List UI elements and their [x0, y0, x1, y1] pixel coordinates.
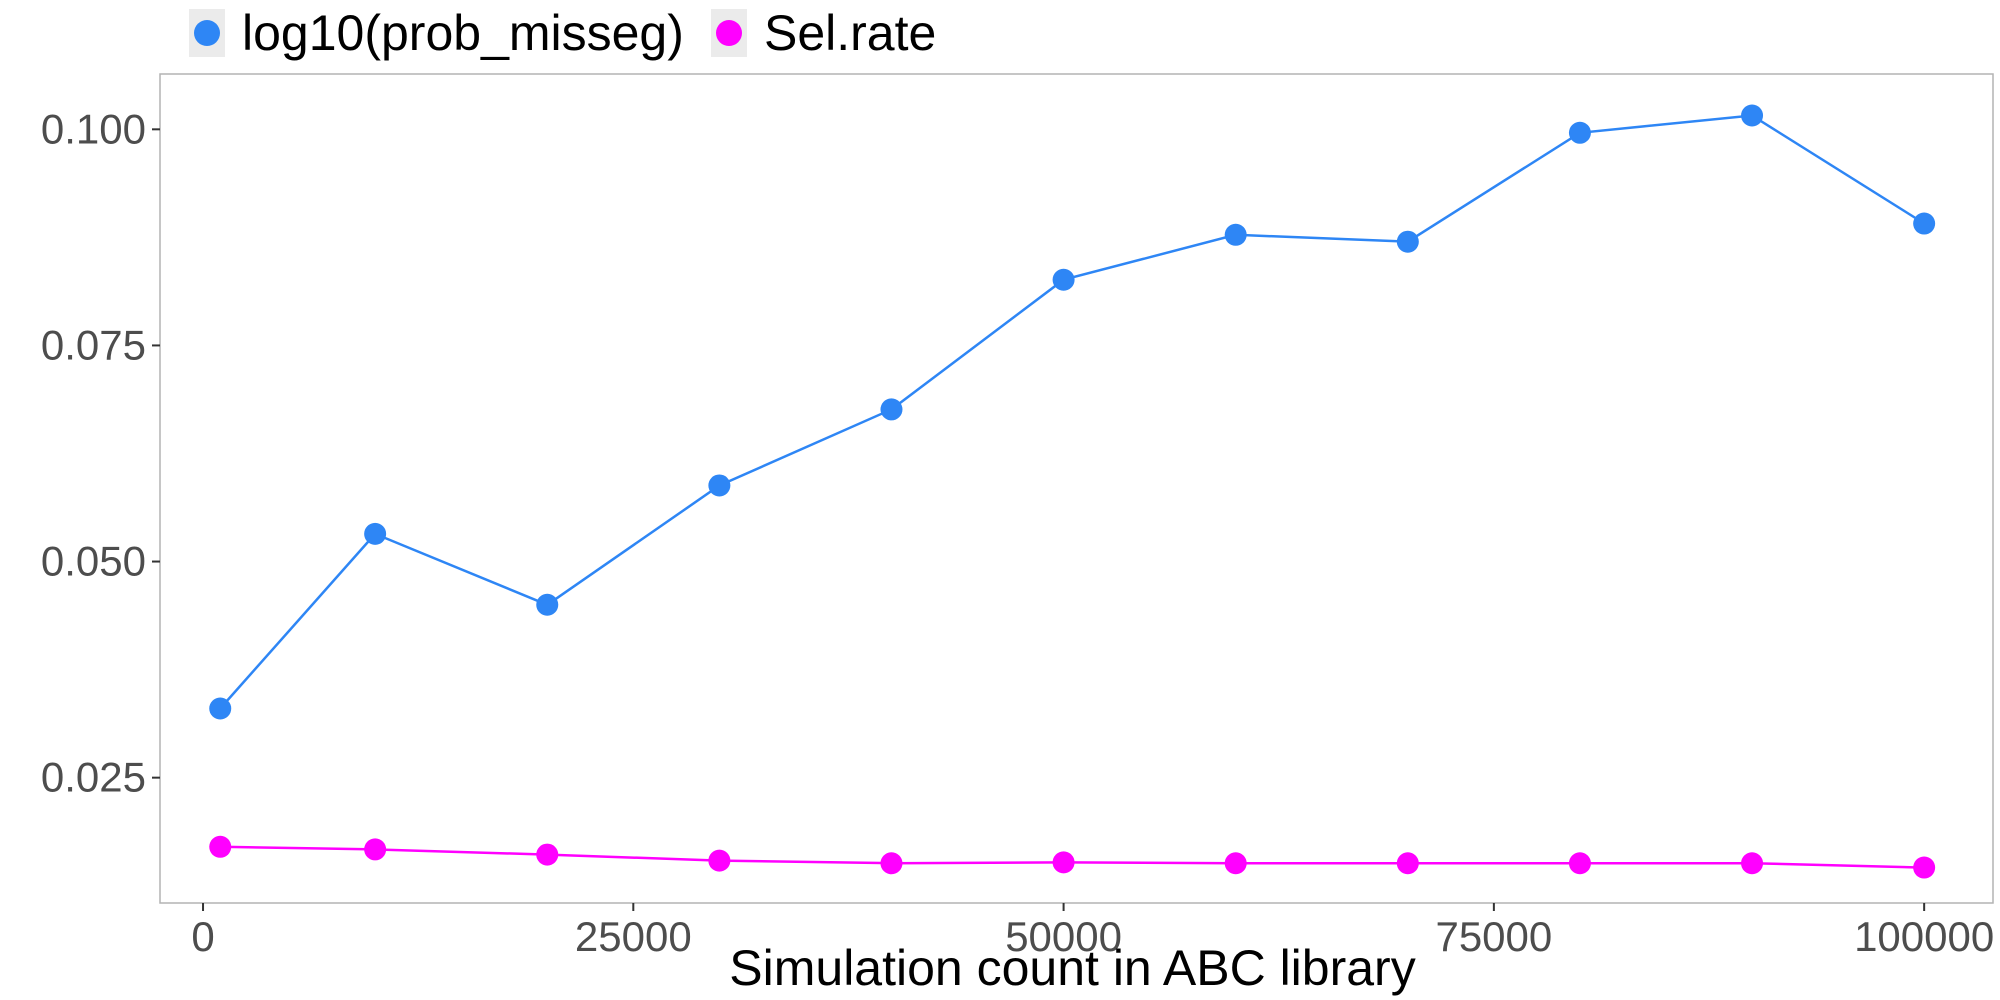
- legend-key: [716, 20, 742, 46]
- data-point: [364, 838, 387, 861]
- legend-item: Sel.rate: [711, 5, 936, 61]
- data-point: [1052, 268, 1075, 291]
- data-point: [1568, 121, 1591, 144]
- data-point: [1568, 852, 1591, 875]
- legend-item: log10(prob_misseg): [189, 5, 684, 61]
- data-point: [536, 843, 559, 866]
- data-point: [708, 849, 731, 872]
- y-tick-label: 0.075: [41, 321, 146, 368]
- x-axis-title: Simulation count in ABC library: [729, 940, 1415, 996]
- data-point: [1224, 852, 1247, 875]
- y-tick-label: 0.025: [41, 754, 146, 801]
- series-0: [209, 104, 1936, 720]
- data-point: [1741, 852, 1764, 875]
- x-tick-label: 75000: [1435, 913, 1552, 960]
- x-tick-label: 0: [191, 913, 214, 960]
- y-tick-label: 0.050: [41, 538, 146, 585]
- data-point: [536, 593, 559, 616]
- x-axis: 0 25000 50000 75000 100000: [191, 903, 1994, 960]
- data-point: [364, 522, 387, 545]
- data-point: [880, 852, 903, 875]
- series-layer: [209, 104, 1936, 879]
- data-point: [1396, 852, 1419, 875]
- x-tick-label: 100000: [1854, 913, 1994, 960]
- data-point: [1396, 230, 1419, 253]
- data-point: [1224, 223, 1247, 246]
- series-1: [209, 835, 1936, 879]
- data-point: [1913, 856, 1936, 879]
- plot-panel: [159, 73, 1994, 904]
- data-point: [209, 697, 232, 720]
- data-point: [1741, 104, 1764, 127]
- legend-label: log10(prob_misseg): [242, 5, 684, 61]
- series-line: [219, 114, 1925, 710]
- data-point: [880, 398, 903, 421]
- data-point: [708, 474, 731, 497]
- legend-key: [194, 20, 220, 46]
- y-axis: 0.025 0.050 0.075 0.100: [41, 105, 160, 801]
- legend: log10(prob_misseg) Sel.rate: [189, 5, 936, 61]
- legend-label: Sel.rate: [764, 5, 936, 61]
- y-tick-label: 0.100: [41, 105, 146, 152]
- x-tick-label: 50000: [1005, 913, 1122, 960]
- data-point: [1052, 851, 1075, 874]
- x-tick-label: 25000: [575, 913, 692, 960]
- data-point: [209, 835, 232, 858]
- data-point: [1913, 212, 1936, 235]
